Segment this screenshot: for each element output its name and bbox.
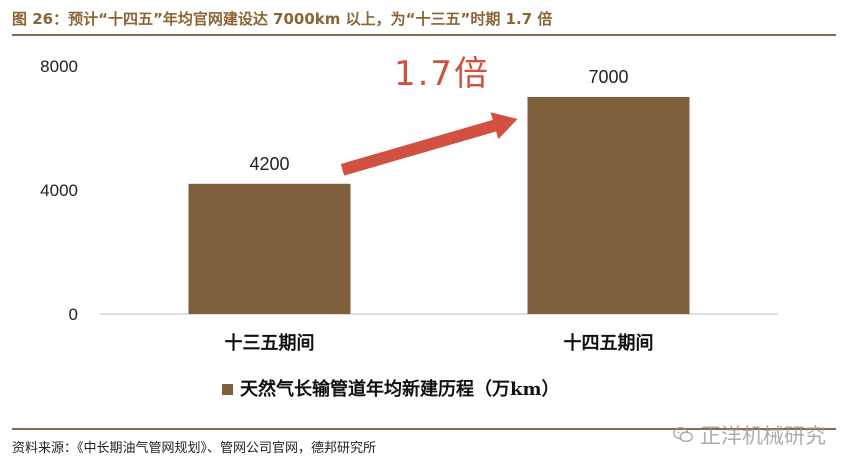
y-tick-label: 4000	[40, 181, 78, 200]
growth-arrow-shape	[340, 112, 518, 176]
watermark: 正洋机械研究	[672, 420, 826, 450]
x-tick-label: 十四五期间	[564, 332, 654, 354]
wechat-icon	[673, 426, 693, 443]
source-note: 资料来源：《中长期油气管网规划》、管网公司官网，德邦研究所	[12, 441, 377, 456]
y-tick-label: 0	[69, 305, 78, 324]
y-axis: 0 4000 8000	[40, 57, 78, 324]
legend-swatch	[222, 384, 233, 395]
legend: 天然气长输管道年均新建历程（万km）	[222, 378, 560, 400]
bars: 4200 十三五期间 7000 十四五期间	[188, 67, 690, 354]
watermark-text: 正洋机械研究	[700, 424, 826, 448]
source-divider	[12, 428, 836, 430]
bar	[527, 97, 690, 314]
bar	[188, 183, 351, 314]
growth-arrow: 1.7倍	[340, 54, 518, 176]
legend-label: 天然气长输管道年均新建历程（万km）	[240, 378, 560, 400]
bar-chart: 0 4000 8000 4200 十三五期间 7000 十四五期间 1.7倍 天然气长输管…	[40, 54, 778, 400]
y-tick-label: 8000	[40, 57, 78, 76]
figure-title: 图 26：预计“十四五”年均官网建设达 7000km 以上，为“十三五”时期 1…	[12, 10, 553, 28]
growth-label: 1.7倍	[394, 54, 490, 94]
data-label: 7000	[588, 67, 628, 87]
data-label: 4200	[249, 154, 289, 174]
x-tick-label: 十三五期间	[225, 332, 315, 354]
title-divider	[12, 34, 836, 36]
